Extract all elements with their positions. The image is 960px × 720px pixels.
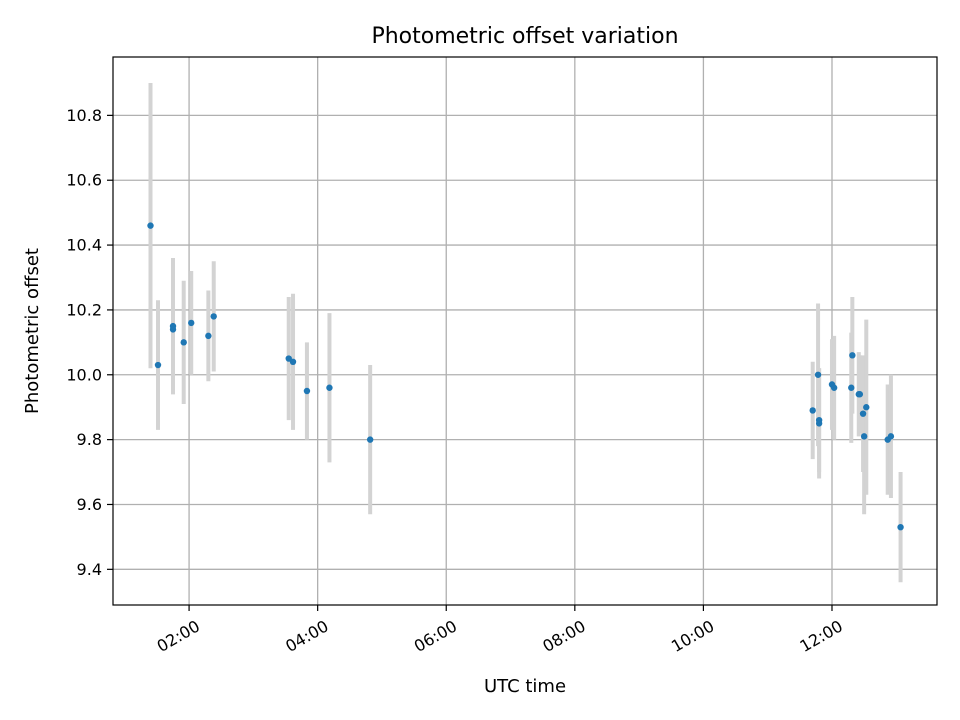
data-point xyxy=(856,391,864,398)
data-point xyxy=(366,436,374,443)
y-axis-label: Photometric offset xyxy=(22,248,43,414)
data-point xyxy=(887,433,895,440)
data-point xyxy=(830,384,838,391)
error-bars xyxy=(148,82,903,583)
y-tick-label: 9.6 xyxy=(77,495,102,514)
x-tick-label: 06:00 xyxy=(411,616,460,656)
x-tick-label: 04:00 xyxy=(282,616,331,656)
data-point xyxy=(897,523,904,531)
x-tick-label: 10:00 xyxy=(668,616,717,656)
data-point xyxy=(147,222,154,229)
x-tick-label: 08:00 xyxy=(539,616,588,656)
y-tick-label: 9.4 xyxy=(77,560,102,579)
data-point xyxy=(849,352,856,359)
data-point xyxy=(860,433,868,440)
x-tick-label: 12:00 xyxy=(797,616,846,656)
data-point xyxy=(154,361,162,369)
chart-title: Photometric offset variation xyxy=(371,24,678,49)
data-point xyxy=(326,384,333,391)
data-point xyxy=(814,371,822,378)
x-axis-ticks: 02:00 04:00 06:00 08:00 10:00 12:00 xyxy=(154,605,846,656)
data-point xyxy=(848,384,855,391)
data-points xyxy=(147,222,904,531)
data-point xyxy=(809,407,816,414)
data-point xyxy=(210,313,217,320)
x-tick-label: 02:00 xyxy=(154,616,203,656)
y-tick-label: 10.8 xyxy=(66,106,102,125)
data-point xyxy=(289,358,297,366)
y-tick-label: 10.2 xyxy=(66,300,102,319)
data-point xyxy=(180,339,187,346)
data-point xyxy=(188,319,195,327)
x-axis-label: UTC time xyxy=(484,676,566,697)
y-tick-label: 10.6 xyxy=(66,171,102,190)
data-point xyxy=(863,404,870,411)
plot-frame xyxy=(112,56,938,606)
data-point xyxy=(205,332,212,340)
data-point xyxy=(169,326,177,333)
y-tick-label: 9.8 xyxy=(77,430,102,449)
y-tick-label: 10.4 xyxy=(66,236,102,255)
y-tick-label: 10.0 xyxy=(66,365,102,384)
data-point xyxy=(859,410,867,417)
y-axis-ticks: 9.4 9.6 9.8 10.0 10.2 10.4 10.6 10.8 xyxy=(66,106,113,579)
data-point xyxy=(303,387,311,395)
grid xyxy=(113,57,937,605)
data-point xyxy=(815,416,823,424)
